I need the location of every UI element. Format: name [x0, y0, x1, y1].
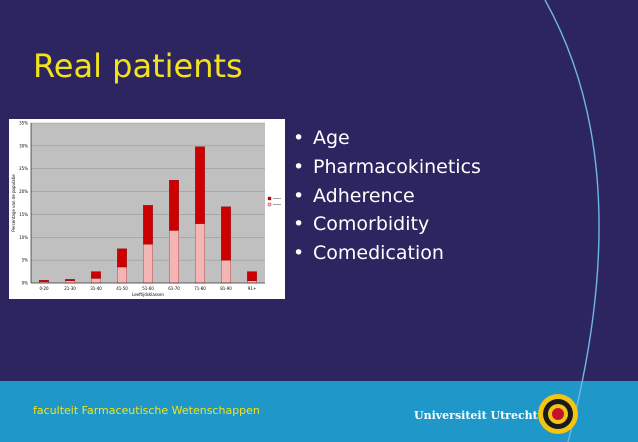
bar-segment: [143, 243, 153, 284]
bar-segment: [221, 259, 231, 284]
x-tick-label: 21-30: [64, 286, 76, 291]
y-axis-title: Percentage van de populatie: [11, 174, 16, 232]
x-tick-label: 71-80: [194, 286, 206, 291]
bar-segment: [195, 223, 205, 284]
bullet-dot: •: [293, 127, 305, 149]
university-seal-logo: [538, 394, 578, 434]
x-tick-label: 81-90: [220, 286, 232, 291]
legend-swatch: [267, 202, 272, 207]
bar-segment: [221, 206, 231, 261]
bar-segment: [91, 271, 101, 279]
y-tick-label: 35%: [19, 121, 28, 126]
x-tick-label: 31-40: [90, 286, 102, 291]
bar-segment: [195, 146, 205, 224]
bullet-dot: •: [293, 184, 305, 207]
x-axis-title: Leeftijdsklassen: [132, 292, 164, 297]
bullet-item: • Comedication: [293, 239, 481, 268]
footer-bar: [0, 381, 638, 442]
bar-segment: [39, 280, 49, 282]
bullet-item: • Comorbidity: [293, 210, 481, 239]
slide-title: Real patients: [33, 47, 243, 85]
bar-segment: [169, 179, 179, 231]
chart-panel: 0% 5% 10% 15% 20% 25% 30% 35% 0-20 21-30 31-40 41-5…: [9, 119, 285, 299]
x-tick-label: 0-20: [39, 286, 49, 291]
bullet-item: • Pharmacokinetics: [293, 153, 481, 182]
bar-segment: [117, 266, 127, 284]
y-tick-label: 30%: [19, 143, 28, 148]
y-tick-label: 15%: [19, 212, 28, 217]
bullet-label: Age: [313, 127, 350, 149]
bar-segment: [65, 279, 75, 281]
bullet-label: Comorbidity: [313, 213, 430, 236]
bullet-label: Adherence: [313, 184, 415, 207]
bar-segment: [91, 278, 101, 284]
bullet-dot: •: [293, 213, 305, 236]
x-tick-label: 91+: [248, 286, 256, 291]
bar-segment: [169, 230, 179, 284]
bullet-dot: •: [293, 242, 305, 265]
bar-segment: [247, 271, 257, 281]
bar-segment: [65, 280, 75, 284]
bullet-list: • Age • Pharmacokinetics • Adherence • Comor…: [293, 124, 481, 268]
y-tick-label: 10%: [19, 235, 28, 240]
bullet-item: • Adherence: [293, 182, 481, 211]
bar-segment: [247, 280, 257, 284]
bar-segment: [143, 205, 153, 245]
university-name: Universiteit Utrecht: [414, 409, 538, 422]
bar-segment: [117, 248, 127, 268]
x-tick-label: 51-60: [142, 286, 154, 291]
y-tick-label: 25%: [19, 166, 28, 171]
bullet-label: Pharmacokinetics: [313, 155, 481, 178]
bullet-label: Comedication: [313, 242, 444, 265]
legend-swatch: [267, 196, 272, 201]
faculty-name: faculteit Farmaceutische Wetenschappen: [33, 404, 260, 417]
x-tick-label: 61-70: [168, 286, 180, 291]
bullet-dot: •: [293, 155, 305, 178]
chart: 0% 5% 10% 15% 20% 25% 30% 35% 0-20 21-30 31-40 41-5…: [11, 121, 281, 297]
x-tick-label: 41-50: [116, 286, 128, 291]
y-tick-label: 5%: [22, 258, 29, 263]
y-tick-label: 0%: [22, 281, 29, 286]
y-tick-label: 20%: [19, 189, 28, 194]
bullet-item: • Age: [293, 124, 481, 153]
